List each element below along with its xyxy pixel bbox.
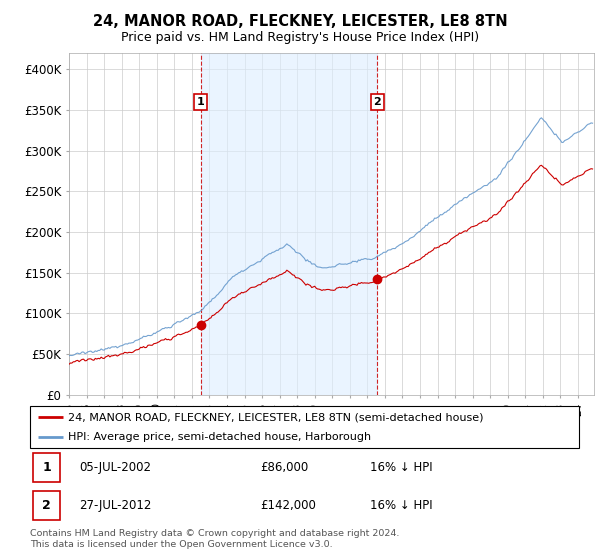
Text: 24, MANOR ROAD, FLECKNEY, LEICESTER, LE8 8TN: 24, MANOR ROAD, FLECKNEY, LEICESTER, LE8…: [92, 14, 508, 29]
Text: Contains HM Land Registry data © Crown copyright and database right 2024.
This d: Contains HM Land Registry data © Crown c…: [30, 529, 400, 549]
Bar: [33, 491, 60, 520]
Text: 27-JUL-2012: 27-JUL-2012: [79, 499, 152, 512]
Text: HPI: Average price, semi-detached house, Harborough: HPI: Average price, semi-detached house,…: [68, 432, 371, 442]
Text: Price paid vs. HM Land Registry's House Price Index (HPI): Price paid vs. HM Land Registry's House …: [121, 31, 479, 44]
Text: 24, MANOR ROAD, FLECKNEY, LEICESTER, LE8 8TN (semi-detached house): 24, MANOR ROAD, FLECKNEY, LEICESTER, LE8…: [68, 412, 484, 422]
Text: 05-JUL-2002: 05-JUL-2002: [79, 461, 151, 474]
Text: 16% ↓ HPI: 16% ↓ HPI: [370, 499, 433, 512]
Text: 2: 2: [42, 499, 51, 512]
Text: £86,000: £86,000: [260, 461, 309, 474]
Text: £142,000: £142,000: [260, 499, 316, 512]
Text: 1: 1: [42, 461, 51, 474]
Text: 2: 2: [373, 97, 381, 107]
Text: 1: 1: [197, 97, 205, 107]
Bar: [33, 453, 60, 482]
Text: 16% ↓ HPI: 16% ↓ HPI: [370, 461, 433, 474]
Bar: [201, 53, 377, 395]
